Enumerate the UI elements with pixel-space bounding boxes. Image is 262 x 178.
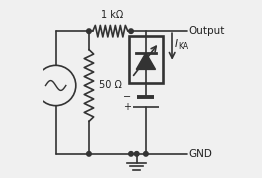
Text: 50 Ω: 50 Ω bbox=[99, 80, 122, 90]
Bar bbox=[129, 36, 162, 83]
Text: 1 kΩ: 1 kΩ bbox=[101, 10, 123, 20]
Circle shape bbox=[87, 151, 91, 156]
Polygon shape bbox=[136, 53, 156, 69]
Circle shape bbox=[129, 151, 133, 156]
Circle shape bbox=[87, 29, 91, 33]
Text: GND: GND bbox=[189, 149, 213, 159]
Text: I: I bbox=[175, 39, 178, 49]
Text: −: − bbox=[123, 92, 131, 102]
Text: Output: Output bbox=[189, 26, 225, 36]
Circle shape bbox=[134, 151, 139, 156]
Circle shape bbox=[144, 151, 148, 156]
Text: KA: KA bbox=[178, 42, 188, 51]
Text: +: + bbox=[123, 102, 131, 112]
Circle shape bbox=[129, 29, 133, 33]
